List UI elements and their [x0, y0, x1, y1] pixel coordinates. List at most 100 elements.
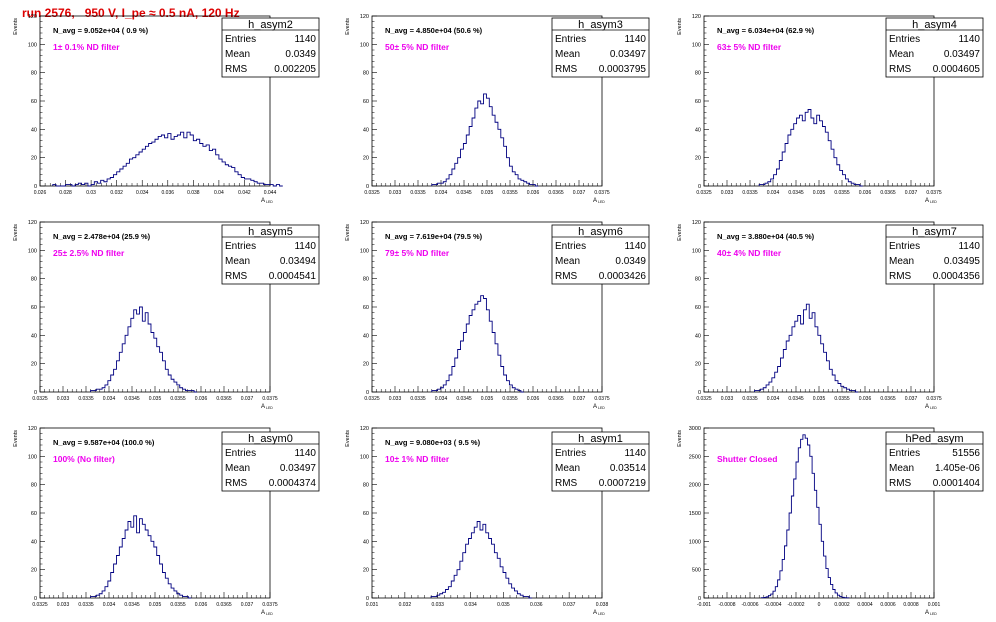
x-tick-label: 0.037 [905, 396, 918, 402]
histogram-panel-h_asym4: 0 20 40 60 80 100 120 0.0325 0.033 0.0335 0.034 0.0… [677, 14, 984, 204]
stats-box-title: h_asym7 [912, 226, 957, 238]
x-tick-label: 0.042 [238, 190, 251, 196]
histogram-series-h_asym3 [431, 93, 539, 187]
x-tick-label: -0.0008 [719, 602, 736, 608]
y-tick-label: 0 [366, 184, 369, 190]
y-axis-title: Events [345, 430, 351, 447]
y-tick-label: 100 [28, 42, 37, 48]
x-tick-label: 0.0355 [170, 602, 186, 608]
x-tick-label: 0.033 [389, 396, 402, 402]
x-tick-label: 0.0002 [834, 602, 850, 608]
x-tick-label: 0.033 [57, 602, 70, 608]
stats-box-frame [551, 224, 650, 285]
y-tick-label: 0 [366, 390, 369, 396]
stats-box-frame [221, 17, 320, 78]
y-tick-label: 80 [363, 483, 369, 489]
stats-box-frame [551, 17, 650, 78]
filter-annotation: 25± 2.5% ND filter [53, 248, 125, 258]
y-tick-label: 1000 [689, 539, 701, 545]
x-tick-label: 0.0345 [788, 190, 804, 196]
y-tick-label: 120 [28, 426, 37, 432]
x-tick-label: 0.0004 [857, 602, 873, 608]
y-tick-label: 60 [695, 99, 701, 105]
x-axis-title: A [261, 198, 265, 204]
x-tick-label: 0.044 [264, 190, 277, 196]
stats-entries-value: 1140 [624, 241, 646, 252]
x-tick-label: 0.0365 [880, 190, 896, 196]
x-tick-label: 0.0365 [548, 190, 564, 196]
x-tick-label: 0.035 [149, 602, 162, 608]
x-tick-label: -0.0006 [742, 602, 759, 608]
y-tick-label: 40 [695, 127, 701, 133]
x-tick-label: 0.0355 [502, 190, 518, 196]
x-tick-label: 0.036 [530, 602, 543, 608]
stats-rms-label: RMS [555, 271, 578, 282]
x-axis-title-sub: LED [930, 200, 937, 204]
x-tick-label: 0.036 [527, 190, 540, 196]
stats-box-title: h_asym6 [578, 226, 623, 238]
x-axis-title: A [261, 610, 265, 616]
histogram-panel-h_asym0: 0 20 40 60 80 100 120 0.0325 0.033 0.0335 0.034 0.0… [13, 426, 320, 616]
stats-box-title: h_asym5 [248, 226, 293, 238]
stats-rms-value: 0.002205 [274, 64, 316, 75]
x-tick-label: 0.0345 [456, 396, 472, 402]
stats-mean-label: Mean [889, 463, 914, 474]
stats-box-frame [885, 17, 984, 78]
y-tick-label: 100 [28, 454, 37, 460]
y-axis-title: Events [345, 224, 351, 241]
y-tick-label: 60 [363, 99, 369, 105]
stats-entries-label: Entries [225, 448, 256, 459]
stats-entries-value: 1140 [958, 241, 980, 252]
histogram-panel-h_asym2: 0 20 40 60 80 100 120 0.026 0.028 0.03 0.032 0.034 0… [13, 14, 320, 204]
stats-entries-value: 1140 [294, 241, 316, 252]
x-tick-label: 0.0375 [926, 396, 942, 402]
x-tick-label: 0.035 [149, 396, 162, 402]
stats-mean-value: 0.03497 [944, 49, 981, 60]
stats-rms-value: 0.0007219 [599, 478, 647, 489]
x-tick-label: 0.033 [431, 602, 444, 608]
histogram-panel-h_asym1: 0 20 40 60 80 100 120 0.031 0.032 0.033 0.034 0.035… [345, 426, 650, 616]
y-tick-label: 0 [34, 184, 37, 190]
stats-box-frame [221, 224, 320, 285]
x-tick-label: 0.04 [214, 190, 224, 196]
stats-entries-value: 1140 [294, 448, 316, 459]
stats-box: h_asym3 Entries 1140 Mean 0.03497 RMS 0.000379… [551, 17, 650, 78]
stats-box-frame [885, 431, 984, 492]
x-tick-label: 0.037 [573, 396, 586, 402]
y-tick-label: 100 [360, 454, 369, 460]
histogram-panel-h_asym5: 0 20 40 60 80 100 120 0.0325 0.033 0.0335 0.034 0.0… [13, 220, 320, 410]
stats-rms-label: RMS [555, 478, 578, 489]
x-axis-title-sub: LED [266, 200, 273, 204]
histogram-panel-h_asym3: 0 20 40 60 80 100 120 0.0325 0.033 0.0335 0.034 0.0… [345, 14, 650, 204]
stats-mean-value: 0.0349 [285, 49, 316, 60]
x-tick-label: 0.032 [399, 602, 412, 608]
x-tick-label: 0.036 [195, 602, 208, 608]
stats-rms-value: 0.0004374 [269, 478, 317, 489]
x-tick-label: 0.035 [813, 190, 826, 196]
y-axis-title: Events [13, 224, 19, 241]
stats-mean-value: 0.03497 [610, 49, 647, 60]
x-tick-label: 0.0335 [78, 396, 94, 402]
filter-annotation: 40± 4% ND filter [717, 248, 782, 258]
x-tick-label: 0.036 [527, 396, 540, 402]
y-tick-label: 20 [31, 156, 37, 162]
y-axis-title: Events [13, 430, 19, 447]
x-tick-label: 0.034 [464, 602, 477, 608]
x-tick-label: 0.032 [110, 190, 123, 196]
stats-rms-label: RMS [889, 64, 912, 75]
x-tick-label: 0.028 [59, 190, 72, 196]
y-tick-label: 120 [360, 220, 369, 226]
x-tick-label: 0.0345 [124, 396, 140, 402]
x-tick-label: 0.036 [859, 396, 872, 402]
stats-rms-label: RMS [555, 64, 578, 75]
x-tick-label: 0.037 [563, 602, 576, 608]
stats-entries-label: Entries [889, 34, 920, 45]
filter-annotation: 1± 0.1% ND filter [53, 42, 120, 52]
x-tick-label: 0.0006 [880, 602, 896, 608]
x-tick-label: 0.0375 [262, 602, 278, 608]
navg-label: N_avg = 2.478e+04 (25.9 %) [53, 232, 151, 241]
x-tick-label: 0.031 [366, 602, 379, 608]
x-tick-label: 0.03 [86, 190, 96, 196]
stats-box-title: h_asym4 [912, 19, 957, 31]
x-tick-label: 0.0345 [788, 396, 804, 402]
